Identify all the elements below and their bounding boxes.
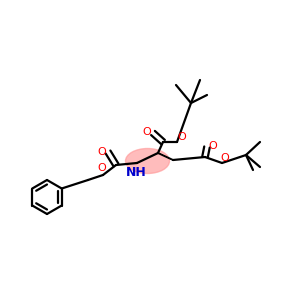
Text: O: O — [98, 163, 106, 173]
Text: O: O — [220, 153, 230, 163]
Text: O: O — [208, 141, 217, 151]
Ellipse shape — [125, 148, 169, 173]
Text: NH: NH — [126, 166, 146, 178]
Text: O: O — [178, 132, 186, 142]
Text: O: O — [98, 147, 106, 157]
Text: O: O — [142, 127, 152, 137]
